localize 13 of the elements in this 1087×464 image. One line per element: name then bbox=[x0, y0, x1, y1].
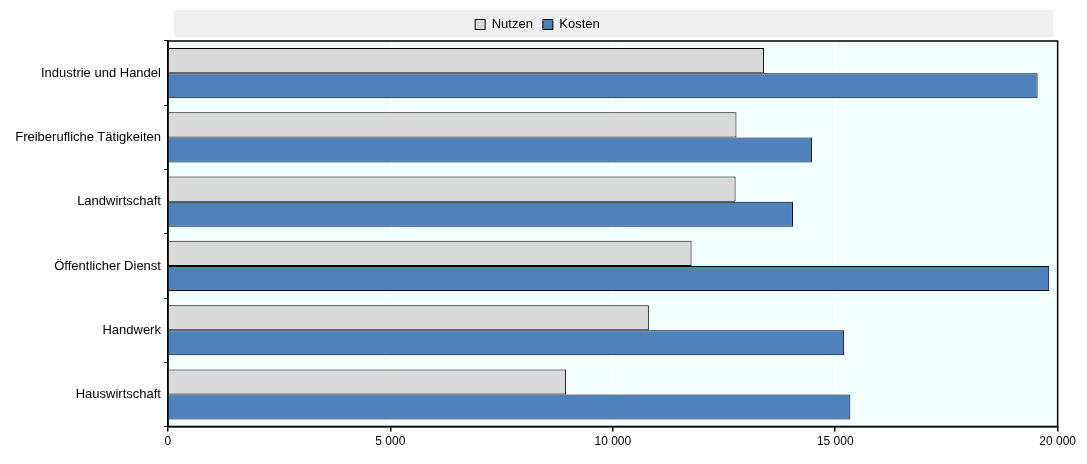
y-tick-label: Hauswirtschaft bbox=[75, 386, 162, 402]
legend-label: Nutzen bbox=[491, 16, 533, 32]
x-tick-label: 0 bbox=[164, 434, 172, 449]
x-tick-label: 5 000 bbox=[375, 434, 406, 449]
x-tick-label: 15 000 bbox=[816, 434, 854, 449]
x-tick-label: 10 000 bbox=[594, 434, 632, 449]
y-tick-label: Freiberufliche Tätigkeiten bbox=[15, 128, 161, 144]
y-tick-label: Öffentlicher Dienst bbox=[54, 257, 162, 273]
y-tick-label: Industrie und Handel bbox=[40, 64, 162, 80]
y-tick-label: Handwerk bbox=[102, 321, 162, 337]
x-tick-label: 20 000 bbox=[1039, 434, 1077, 449]
legend-label: Kosten bbox=[559, 16, 600, 32]
y-tick-label: Landwirtschaft bbox=[77, 193, 162, 209]
